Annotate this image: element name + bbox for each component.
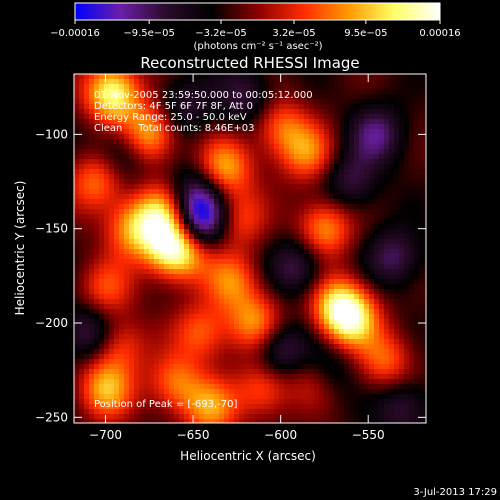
peak-position-label: Position of Peak = [-693,-70] <box>94 399 238 410</box>
colorbar-tick-label: −9.5e−05 <box>123 28 175 39</box>
axis-ticks: −700 −650 −600 −550 −100 −150 −200 −250 <box>35 74 426 442</box>
annotation-block: 01-Nov-2005 23:59:50.000 to 00:05:12.000… <box>94 90 313 134</box>
colorbar-tick-label: −0.00016 <box>50 28 100 39</box>
y-tick-label: −150 <box>35 222 68 236</box>
chart-title: Reconstructed RHESSI Image <box>140 54 359 72</box>
footer-date: 3-Jul-2013 17:29 <box>413 487 497 498</box>
annotation-detectors: Detectors: 4F 5F 6F 7F 8F, Att 0 <box>94 101 253 112</box>
y-axis-label: Heliocentric Y (arcsec) <box>13 181 27 316</box>
colorbar-tick-label: −3.2e−05 <box>195 28 247 39</box>
colorbar-tick-label: 3.2e−05 <box>272 28 315 39</box>
annotation-energy-range: Energy Range: 25.0 - 50.0 keV <box>94 112 247 123</box>
plot-frame <box>73 73 427 424</box>
plot-area: −700 −650 −600 −550 −100 −150 −200 −250 <box>35 73 427 442</box>
annotation-clean-counts: Clean Total counts: 8.46E+03 <box>94 123 254 134</box>
x-tick-label: −600 <box>264 428 297 442</box>
x-tick-label: −650 <box>177 428 210 442</box>
y-tick-label: −100 <box>35 127 68 141</box>
x-tick-label: −550 <box>352 428 385 442</box>
colorbar-ticks: −0.00016 −9.5e−05 −3.2e−05 3.2e−05 9.5e−05 0.… <box>50 20 461 39</box>
y-tick-label: −200 <box>35 316 68 330</box>
x-axis-label: Heliocentric X (arcsec) <box>180 449 316 463</box>
colorbar-tick-label: 0.00016 <box>419 28 460 39</box>
y-tick-label: −250 <box>35 410 68 424</box>
colorbar: −0.00016 −9.5e−05 −3.2e−05 3.2e−05 9.5e−05 0.… <box>50 2 461 52</box>
colorbar-tick-label: 9.5e−05 <box>344 28 387 39</box>
heatmap-image <box>74 74 426 423</box>
annotation-time-range: 01-Nov-2005 23:59:50.000 to 00:05:12.000 <box>94 90 313 101</box>
colorbar-gradient <box>74 2 441 21</box>
x-tick-label: −700 <box>89 428 122 442</box>
colorbar-unit-label: (photons cm⁻² s⁻¹ asec⁻²) <box>193 41 322 52</box>
